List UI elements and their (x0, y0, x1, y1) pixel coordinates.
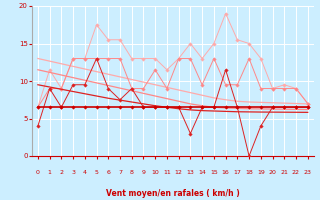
X-axis label: Vent moyen/en rafales ( km/h ): Vent moyen/en rafales ( km/h ) (106, 189, 240, 198)
